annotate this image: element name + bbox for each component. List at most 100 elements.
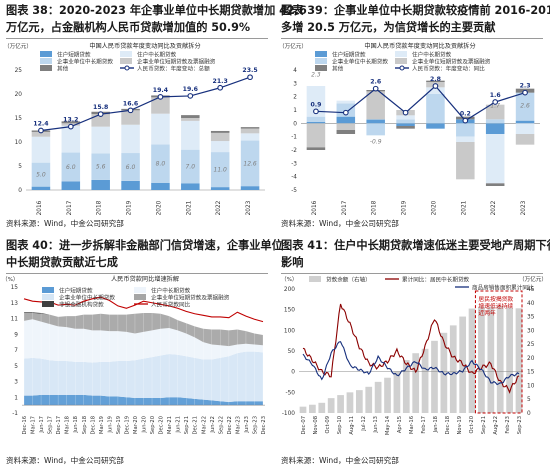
bar-segment-2019-2: [121, 124, 140, 154]
legend-item-3-swatch: [315, 58, 327, 64]
y-tick-label: 9: [14, 332, 18, 338]
segment-label-2020: 8.0: [156, 161, 166, 168]
balance-bar-7: [365, 386, 373, 413]
legend-item-6-marker: [399, 65, 405, 71]
y-right-tick-label: 20: [527, 356, 535, 362]
legend-item-4-swatch: [134, 294, 146, 300]
bar-segment-2021-1: [181, 149, 200, 184]
bar-segment-2019-2: [396, 115, 415, 120]
unit-label: （万亿元）: [279, 42, 307, 50]
y-tick-label: 7: [14, 348, 18, 354]
line-point-2022: [217, 84, 224, 91]
figure-41-heading-line-1: 图表 41：住户中长期贷款增速低迷主要受地产周期下行: [281, 239, 550, 252]
y-tick-label: 5: [14, 364, 18, 370]
figure-38-divider: [6, 38, 268, 39]
balance-bar-13: [421, 348, 429, 413]
legend-item-3-label: 企事业单位中长期贷款: [332, 58, 388, 66]
line-point-2016: [313, 108, 319, 115]
x-tick-label-Oct-20: Oct-20: [469, 416, 475, 433]
x-tick-label-Sep-20: Sep-20: [150, 416, 156, 434]
x-tick-label-Sep-22: Sep-22: [218, 416, 224, 434]
legend-item-3-swatch: [42, 294, 54, 300]
figure-39-heading-line-1: 图表 39：企事业单位中长期贷款较疫情前 2016-2019 年: [281, 4, 550, 17]
y-tick-label: 1: [14, 395, 18, 401]
y-tick-label: 4: [293, 68, 297, 74]
segment-label-2022: 1.7: [490, 102, 500, 109]
chart-title: 中国人民币贷款年度变动同比及贡献拆分: [89, 42, 200, 50]
bar-segment-2022-2: [485, 134, 505, 184]
bar-segment-2018-1: [366, 123, 385, 136]
line-label-2019: 16.6: [123, 100, 138, 107]
annotation-line-2: 增速低迷持续: [478, 302, 513, 310]
balance-bar-14: [431, 340, 438, 413]
figure-39-heading: 图表 39：企事业单位中长期贷款较疫情前 2016-2019 年 多增 20.5…: [281, 2, 550, 36]
x-tick-label-Mar-21: Mar-21: [167, 416, 173, 434]
unit-label: （万亿元）: [4, 42, 32, 50]
legend-item-2-label: 累计同比：居民中长期贷款: [402, 276, 470, 284]
bar-segment-2017-3: [336, 123, 356, 130]
figure-39-chart: 中国人民币贷款年度变动同比及贡献拆分 （万亿元） -5 -4 -3 -2 -1 0 1 2 3 4 20…: [279, 42, 540, 215]
figure-38-heading-line-2: 万亿元，占金融机构人民币贷款增加值的 50.9%: [6, 21, 251, 34]
x-tick-label-Mar-19: Mar-19: [99, 416, 105, 434]
bar-segment-2020-0: [426, 123, 445, 129]
bar-segment-2017-1: [61, 152, 81, 182]
line-point-2021: [462, 117, 469, 124]
legend-item-1-swatch: [42, 287, 54, 293]
legend-item-6-marker: [124, 65, 130, 71]
legend-item-1-swatch: [40, 51, 52, 57]
balance-bar-22: [506, 307, 513, 413]
line-label-2016: 0.9: [310, 101, 321, 108]
y-tick-label: 0: [293, 121, 297, 127]
bar-segment-2022-3: [485, 104, 505, 120]
balance-bar-2: [318, 402, 326, 413]
bar-segment-2017-2: [61, 125, 81, 153]
bar-segment-2023-0: [515, 120, 535, 124]
y-tick-label: 0: [291, 370, 295, 376]
legend-item-1-label: 住户短期贷款: [57, 51, 91, 59]
figure-40-divider: [6, 273, 268, 274]
figure-39-divider: [281, 38, 543, 39]
x-tick-label-2017: 2017: [342, 200, 348, 215]
legend-item-2-swatch: [120, 51, 132, 57]
bar-segment-2019-1: [396, 119, 415, 124]
balance-bar-10: [393, 371, 401, 413]
left-unit-label: （%）: [281, 276, 298, 283]
segment-label-2016: 2.3: [311, 72, 321, 79]
bar-segment-2018-0: [91, 179, 110, 190]
bar-segment-2018-0: [366, 119, 385, 124]
y-tick-label: 100: [284, 328, 295, 334]
y-tick-label: 20: [15, 92, 23, 98]
y-tick-label: 0: [18, 188, 22, 194]
segment-label-2023: 12.6: [243, 160, 257, 167]
figure-39-source: 资料来源：Wind，中金公司研究部: [281, 219, 399, 228]
series-line-housing-sales: [302, 341, 520, 386]
x-tick-label-Jun-21: Jun-21: [176, 416, 182, 434]
x-tick-label-Mar-20: Mar-20: [133, 416, 139, 434]
y-tick-label: -1: [12, 411, 18, 417]
segment-label-2021: 7.0: [186, 163, 196, 170]
bar-segment-2021-3: [181, 118, 200, 121]
x-tick-label-Jul-12: Jul-12: [361, 416, 367, 432]
bar-segment-2020-0: [151, 182, 170, 190]
x-tick-label-Dec-18: Dec-18: [90, 416, 96, 435]
x-tick-label-Mar-17: Mar-17: [31, 416, 37, 434]
x-tick-label-Dec-16: Dec-16: [22, 416, 28, 435]
x-tick-label-Feb-23: Feb-23: [505, 416, 511, 434]
bar-segment-2022-0: [210, 187, 230, 190]
y-tick-label: 200: [284, 287, 295, 293]
legend-item-5-swatch: [42, 301, 54, 307]
y-tick-label: -5: [291, 188, 297, 194]
x-tick-label-2020: 2020: [156, 200, 162, 215]
balance-bar-0: [299, 406, 307, 413]
legend-item-3-label: 商品房销售面积累计同比: [472, 284, 534, 292]
x-tick-label-Sep-19: Sep-19: [116, 416, 122, 434]
y-tick-label: 15: [11, 285, 19, 291]
x-tick-label-Dec-22: Dec-22: [227, 416, 233, 435]
line-point-2020: [432, 83, 439, 89]
bar-segment-2020-1: [426, 94, 445, 124]
legend-item-5-label: 其他: [332, 65, 344, 73]
bar-segment-2022-1: [485, 119, 505, 124]
x-tick-label-Jun-13: Jun-13: [373, 416, 379, 434]
